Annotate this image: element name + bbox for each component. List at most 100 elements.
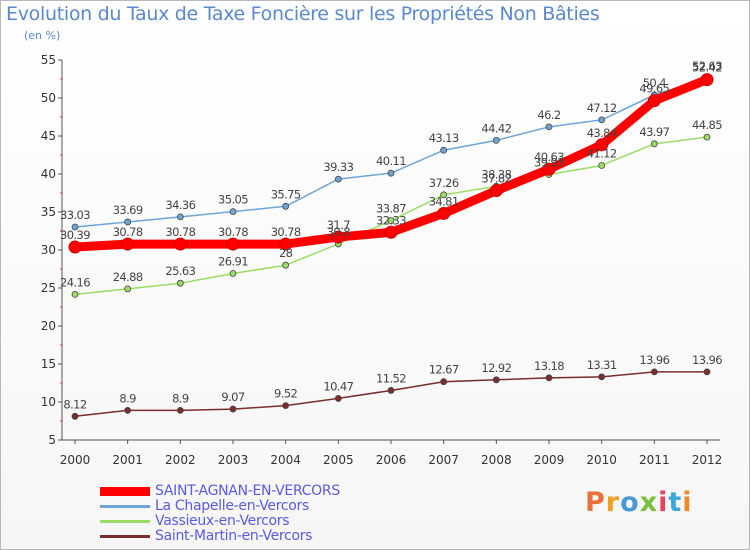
data-point xyxy=(176,279,184,287)
legend-item-la-chapelle: La Chapelle-en-Vercors xyxy=(100,499,400,514)
data-point xyxy=(124,406,132,414)
legend-item-saint-martin: Saint-Martin-en-Vercors xyxy=(100,529,400,544)
data-point xyxy=(279,237,293,251)
y-tick-label: 25 xyxy=(41,281,56,295)
x-tick-label: 2011 xyxy=(639,453,670,467)
data-label: 30.78 xyxy=(271,225,301,239)
data-point xyxy=(440,191,448,199)
data-label: 39.93 xyxy=(534,156,564,170)
data-label: 39.33 xyxy=(323,160,353,174)
y-tick-label: 20 xyxy=(41,319,56,333)
data-label: 31.7 xyxy=(327,218,350,232)
data-label: 28 xyxy=(279,246,293,260)
data-label: 33.69 xyxy=(113,203,143,217)
data-label: 52.63 xyxy=(692,59,722,73)
data-point xyxy=(226,237,240,251)
legend-label: Vassieux-en-Vercors xyxy=(155,513,290,529)
data-point xyxy=(334,395,342,402)
data-point xyxy=(282,261,290,269)
data-point xyxy=(545,374,553,382)
data-label: 26.91 xyxy=(218,254,248,268)
x-tick-label: 2007 xyxy=(428,453,459,467)
legend-label: Saint-Martin-en-Vercors xyxy=(155,528,313,544)
y-tick-label: 10 xyxy=(41,395,56,409)
data-label: 13.96 xyxy=(639,353,669,367)
data-point xyxy=(598,373,606,381)
legend-swatch xyxy=(100,520,150,523)
data-label: 30.78 xyxy=(165,225,195,239)
data-point xyxy=(387,169,395,177)
data-label: 32.33 xyxy=(376,213,406,227)
y-tick-label: 15 xyxy=(41,357,56,371)
logo-letter: P xyxy=(585,487,606,518)
data-label: 9.52 xyxy=(274,387,297,401)
y-tick-label: 45 xyxy=(41,129,56,143)
data-label: 41.12 xyxy=(587,146,617,160)
data-label: 9.07 xyxy=(221,390,244,404)
data-point xyxy=(650,368,658,376)
logo-letter: i xyxy=(658,487,669,518)
data-point xyxy=(437,206,451,220)
data-point xyxy=(121,237,135,251)
data-label: 43.84 xyxy=(587,126,617,140)
x-tick-label: 2000 xyxy=(60,453,91,467)
x-tick-label: 2004 xyxy=(270,453,301,467)
data-point xyxy=(229,405,237,413)
data-point xyxy=(282,202,290,210)
x-tick-label: 2010 xyxy=(586,453,617,467)
data-point xyxy=(71,223,79,231)
data-point xyxy=(124,285,132,293)
data-label: 34.81 xyxy=(429,194,459,208)
data-label: 30.8 xyxy=(327,225,350,239)
data-label: 52.42 xyxy=(692,61,722,75)
y-tick-label: 35 xyxy=(41,205,56,219)
data-label: 40.63 xyxy=(534,150,564,164)
data-label: 11.52 xyxy=(376,371,406,385)
data-label: 8.9 xyxy=(119,391,136,405)
data-label: 40.11 xyxy=(376,154,406,168)
chart-subtitle: (en %) xyxy=(24,29,61,42)
data-label: 30.39 xyxy=(60,228,90,242)
data-point xyxy=(647,94,661,108)
y-tick-label: 55 xyxy=(41,53,56,67)
data-label: 37.26 xyxy=(429,176,459,190)
x-tick-label: 2002 xyxy=(165,453,196,467)
data-point xyxy=(542,162,556,176)
data-point xyxy=(703,133,711,141)
data-label: 13.96 xyxy=(692,353,722,367)
legend: SAINT-AGNAN-EN-VERCORS La Chapelle-en-Ve… xyxy=(100,484,400,544)
x-tick-label: 2001 xyxy=(112,453,143,467)
data-point xyxy=(71,290,79,298)
legend-swatch xyxy=(100,505,150,508)
data-label: 30.78 xyxy=(218,225,248,239)
data-label: 46.2 xyxy=(537,108,560,122)
data-point xyxy=(71,412,79,420)
data-label: 10.47 xyxy=(323,379,353,393)
x-tick-label: 2008 xyxy=(481,453,512,467)
y-tick-label: 40 xyxy=(41,167,56,181)
data-label: 33.03 xyxy=(60,208,90,222)
data-label: 25.63 xyxy=(165,264,195,278)
legend-swatch xyxy=(100,535,150,538)
proxiti-logo: Proxiti xyxy=(585,487,693,518)
data-label: 33.87 xyxy=(376,202,406,216)
data-point xyxy=(176,406,184,414)
data-point xyxy=(282,402,290,410)
data-label: 43.97 xyxy=(639,125,669,139)
data-point xyxy=(176,213,184,221)
data-point xyxy=(650,140,658,148)
data-label: 35.05 xyxy=(218,193,248,207)
data-label: 13.31 xyxy=(587,358,617,372)
data-label: 30.78 xyxy=(113,225,143,239)
data-point xyxy=(173,237,187,251)
y-tick-label: 50 xyxy=(41,91,56,105)
logo-letter: i xyxy=(682,487,693,518)
x-tick-label: 2003 xyxy=(218,453,249,467)
data-label: 35.75 xyxy=(271,187,301,201)
data-point xyxy=(545,123,553,131)
legend-label: La Chapelle-en-Vercors xyxy=(155,498,309,514)
data-point xyxy=(387,217,395,224)
data-point xyxy=(334,175,342,183)
data-point xyxy=(384,225,398,239)
